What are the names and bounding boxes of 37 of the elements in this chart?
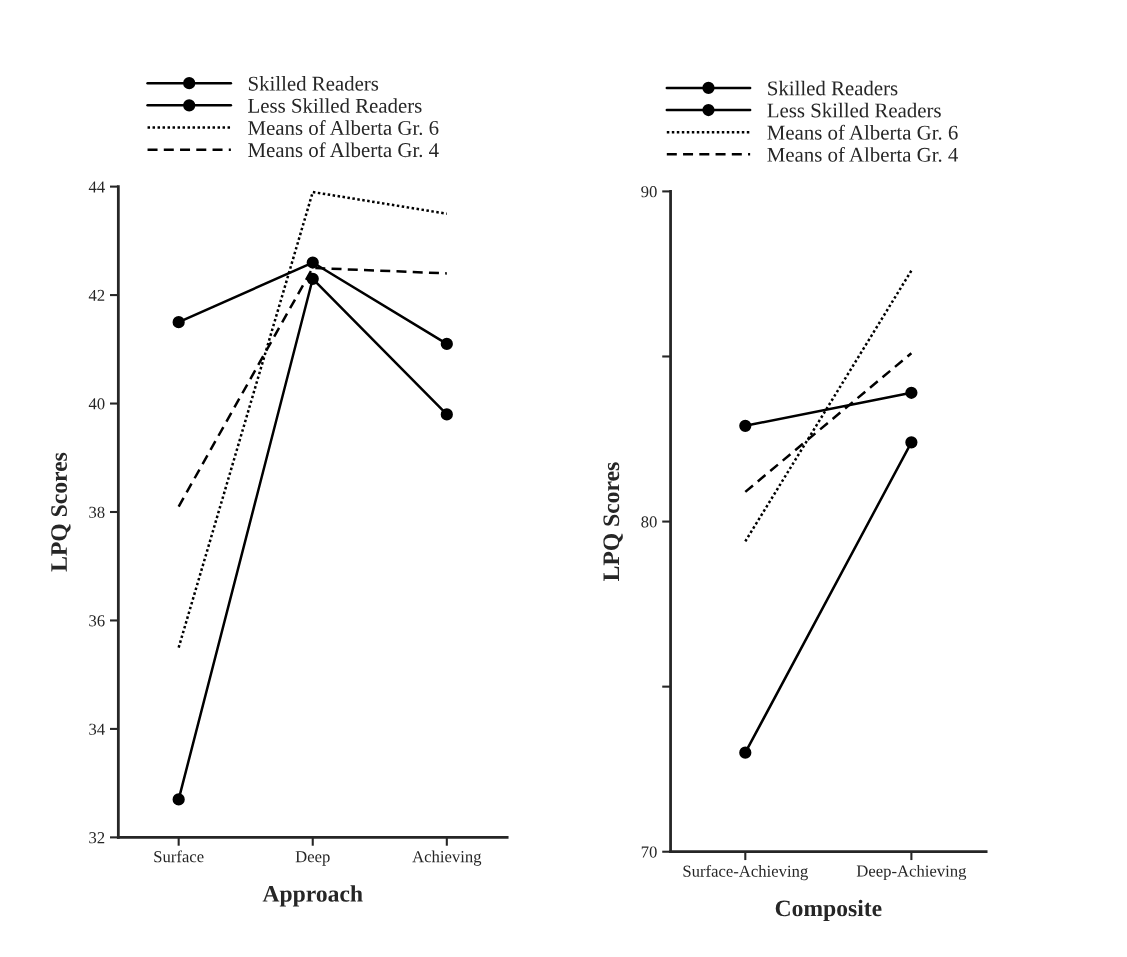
legend-label: Means of Alberta Gr. 4 <box>248 142 439 158</box>
point <box>172 793 185 806</box>
y-tick-label: 38 <box>89 506 105 518</box>
x-tick-label: Deep <box>295 851 330 866</box>
y-tick-label: 32 <box>89 832 105 844</box>
y-tick-label: 42 <box>88 289 105 301</box>
legend-label: Means of Alberta Gr. 4 <box>767 146 958 162</box>
point <box>905 386 918 399</box>
y-tick-label: 80 <box>641 516 657 528</box>
x-tick-label: Surface <box>154 850 204 863</box>
point <box>905 436 918 449</box>
point <box>306 272 319 285</box>
legend-label: Means of Alberta Gr. 6 <box>767 124 958 140</box>
y-tick-label: 70 <box>641 846 657 858</box>
point <box>440 408 453 421</box>
x-tick-label: Achieving <box>412 850 482 866</box>
point <box>172 316 185 329</box>
point <box>440 337 453 350</box>
x-tick-label: Deep-Achieving <box>856 864 967 881</box>
y-tick-label: 36 <box>89 615 105 627</box>
x-tick-label: Surface-Achieving <box>683 864 808 881</box>
x-axis-title: Composite <box>775 899 882 922</box>
y-axis-title: LPQ Scores <box>51 452 71 572</box>
point <box>739 746 752 759</box>
y-tick-label: 40 <box>88 398 105 410</box>
legend-label: Less Skilled Readers <box>767 102 941 118</box>
y-axis-title: LPQ Scores <box>603 462 623 581</box>
y-tick-label: 90 <box>641 186 657 198</box>
legend-label: Means of Alberta Gr. 6 <box>248 120 439 136</box>
legend-label: Skilled Readers <box>768 80 898 96</box>
legend-label: Skilled Readers <box>248 76 379 91</box>
x-axis-title: Approach <box>262 885 363 907</box>
legend-label: Less Skilled Readers <box>248 98 422 113</box>
point <box>739 419 752 432</box>
y-tick-label: 44 <box>88 181 105 193</box>
point <box>306 256 319 269</box>
y-tick-label: 34 <box>89 723 105 735</box>
